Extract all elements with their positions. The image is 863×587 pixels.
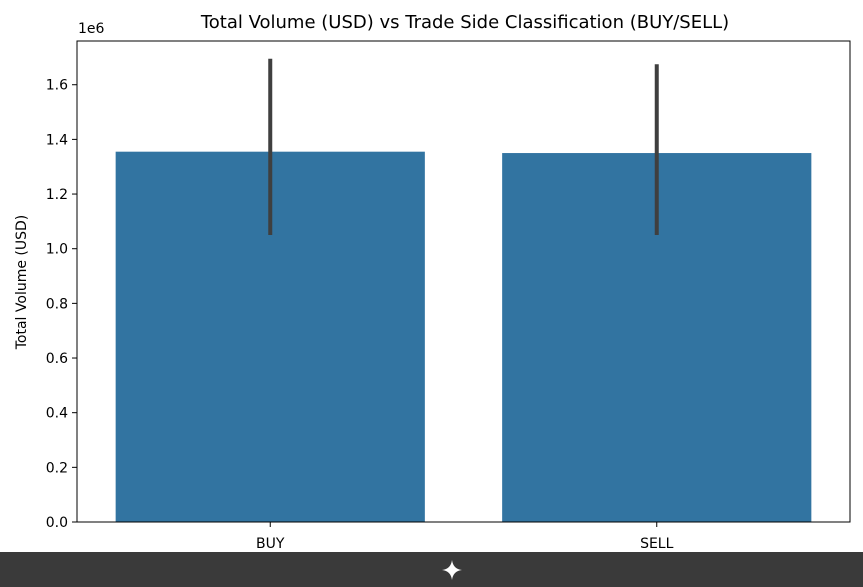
y-axis-ticks: 0.0 0.2 0.4 0.6 0.8 1.0 1.2 1.4 1.6 [46,78,77,531]
y-tick-label: 1.0 [46,242,68,258]
chart-title: Total Volume (USD) vs Trade Side Classif… [200,12,729,33]
y-axis-label: Total Volume (USD) [14,215,30,351]
y-tick-label: 1.4 [46,132,68,148]
x-tick-label: SELL [640,536,674,552]
y-tick-label: 0.6 [46,351,68,367]
error-bars-group [268,58,659,236]
sparkle-icon[interactable] [440,558,464,582]
y-tick-label: 0.8 [46,296,68,312]
plot-frame [76,40,851,523]
y-tick-label: 0.4 [46,406,68,422]
x-tick-label: BUY [256,536,285,552]
bars-group [115,151,812,522]
bottom-toolbar [0,552,863,587]
y-tick-label: 1.2 [46,187,68,203]
y-axis-scale-label: 1e6 [78,21,105,37]
y-tick-label: 0.2 [46,460,68,476]
bar-chart: Total Volume (USD) vs Trade Side Classif… [14,12,851,552]
y-tick-label: 0.0 [46,515,68,531]
y-tick-label: 1.6 [46,78,68,94]
x-axis-ticks: BUY SELL [256,522,674,552]
